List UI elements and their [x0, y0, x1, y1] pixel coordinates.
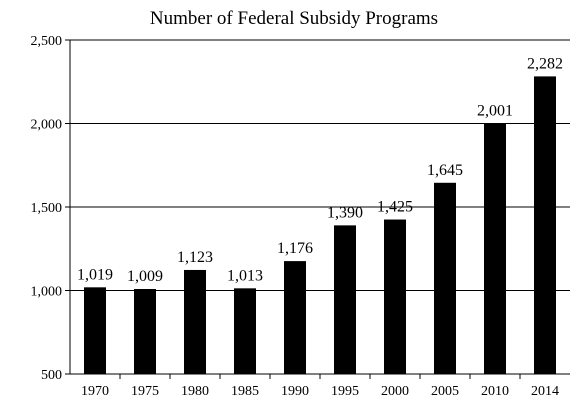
x-tick-label-1980: 1980 — [181, 384, 209, 399]
x-tick-label-1995: 1995 — [331, 384, 359, 399]
bar-value-label-2010: 2,001 — [477, 102, 513, 119]
bar-value-label-1975: 1,009 — [127, 268, 163, 285]
x-tick-label-2010: 2010 — [481, 384, 509, 399]
y-tick-label: 1,000 — [31, 285, 63, 300]
y-tick-label: 2,000 — [31, 118, 63, 133]
x-axis-ticks: 1970 1975 1980 1985 1990 1995 2000 2005 2010 2014 — [81, 374, 559, 399]
x-tick-label-2014: 2014 — [531, 384, 559, 399]
bar-1985 — [234, 288, 256, 374]
x-tick-label-2005: 2005 — [431, 384, 459, 399]
y-axis-ticks: 500 1,000 1,500 2,000 2,500 — [31, 34, 70, 383]
x-tick-label-1990: 1990 — [281, 384, 309, 399]
x-tick-label-1985: 1985 — [231, 384, 259, 399]
bar-value-label-2000: 1,425 — [377, 199, 413, 216]
bar-2000 — [384, 219, 406, 374]
bar-1990 — [284, 261, 306, 374]
bar-1975 — [134, 288, 156, 374]
bar-1980 — [184, 269, 206, 374]
bar-value-label-1990: 1,176 — [277, 240, 313, 257]
bar-2005 — [434, 182, 456, 374]
x-tick-label-1975: 1975 — [131, 384, 159, 399]
bar-value-label-1980: 1,123 — [177, 249, 213, 266]
bar-2014 — [534, 76, 556, 374]
x-tick-label-2000: 2000 — [381, 384, 409, 399]
bar-1970 — [84, 287, 106, 374]
chart-title: Number of Federal Subsidy Programs — [150, 8, 438, 29]
bars — [84, 76, 556, 374]
bar-value-labels: 1,019 1,009 1,123 1,013 1,176 1,390 1,425 1,645… — [77, 55, 563, 285]
bar-value-label-1995: 1,390 — [327, 204, 363, 221]
y-tick-label: 1,500 — [31, 201, 63, 216]
bar-value-label-2014: 2,282 — [527, 55, 563, 72]
bar-value-label-1970: 1,019 — [77, 266, 113, 283]
y-tick-label: 500 — [41, 368, 62, 383]
bar-value-label-1985: 1,013 — [227, 267, 263, 284]
bar-2010 — [484, 123, 506, 374]
y-tick-label: 2,500 — [31, 34, 63, 49]
bar-1995 — [334, 225, 356, 374]
bar-value-label-2005: 1,645 — [427, 162, 463, 179]
x-tick-label-1970: 1970 — [81, 384, 109, 399]
